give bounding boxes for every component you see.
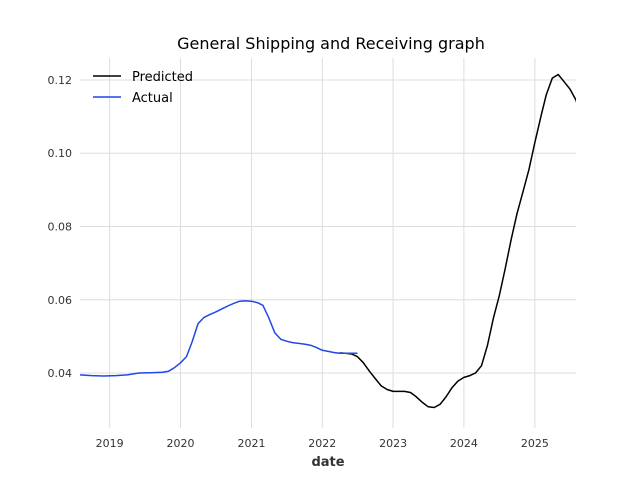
series-line-actual [80,300,358,377]
y-tick-label: 0.06 [48,294,73,307]
x-axis-ticks: 2019 2020 2021 2022 2023 2024 2025 [96,437,549,450]
y-axis-ticks: 0.04 0.06 0.08 0.10 0.12 [48,74,73,380]
y-tick-label: 0.12 [48,74,73,87]
grid-lines [80,58,576,428]
x-tick-label: 2021 [237,437,265,450]
x-tick-label: 2024 [450,437,478,450]
x-tick-label: 2023 [379,437,407,450]
legend-label-predicted: Predicted [132,70,193,85]
y-tick-label: 0.04 [48,367,73,380]
series-line-predicted [339,73,576,409]
legend-label-actual: Actual [132,91,173,106]
x-tick-label: 2019 [96,437,124,450]
x-tick-label: 2020 [166,437,194,450]
y-tick-label: 0.10 [48,147,73,160]
x-tick-label: 2022 [308,437,336,450]
legend: Predicted Actual [93,70,193,106]
chart-title: General Shipping and Receiving graph [177,34,485,53]
x-axis-label: date [311,455,344,470]
series-lines [80,73,576,409]
x-tick-label: 2025 [521,437,549,450]
y-tick-label: 0.08 [48,221,73,234]
